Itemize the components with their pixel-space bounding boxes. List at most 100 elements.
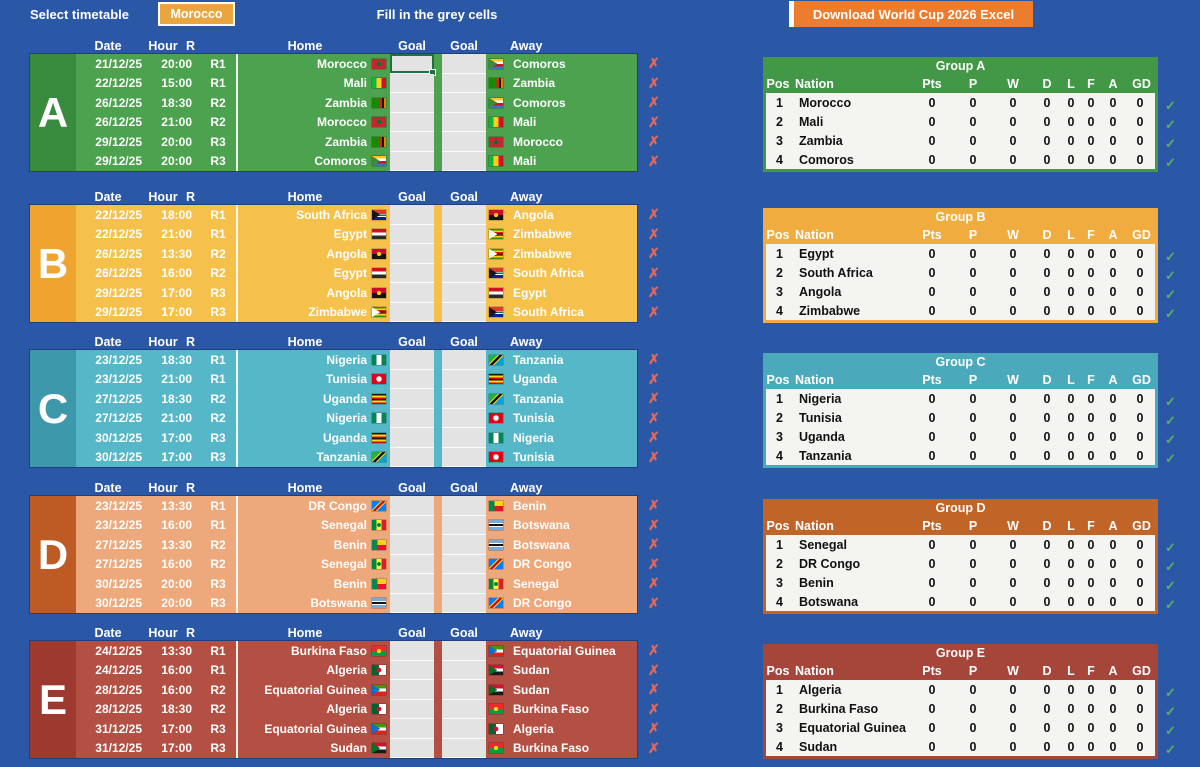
cross-icon: ✗ bbox=[648, 555, 660, 572]
download-excel-button[interactable]: Download World Cup 2026 Excel bbox=[794, 1, 1033, 27]
standings-gd: 0 bbox=[1136, 537, 1144, 552]
home-goal-input-cell[interactable] bbox=[390, 224, 434, 244]
home-goal-input-cell[interactable] bbox=[390, 641, 434, 661]
fixture-home-team: Senegal bbox=[320, 518, 367, 533]
home-goal-input-cell[interactable] bbox=[390, 132, 434, 152]
away-goal-input-cell[interactable] bbox=[442, 554, 486, 574]
home-goal-input-cell[interactable] bbox=[390, 54, 436, 75]
away-goal-input-cell[interactable] bbox=[442, 574, 486, 594]
fixture-date: 28/12/25 bbox=[95, 682, 142, 697]
check-icon: ✓ bbox=[1165, 97, 1176, 113]
standings-gd: 0 bbox=[1136, 682, 1144, 697]
check-icon: ✓ bbox=[1165, 286, 1176, 302]
fixture-round: R1 bbox=[210, 352, 226, 367]
standings-gd: 0 bbox=[1136, 152, 1144, 167]
away-goal-input-cell[interactable] bbox=[442, 73, 486, 93]
away-goal-input-cell[interactable] bbox=[442, 447, 486, 467]
home-goal-input-cell[interactable] bbox=[390, 515, 434, 535]
away-goal-input-cell[interactable] bbox=[442, 515, 486, 535]
away-goal-input-cell[interactable] bbox=[442, 112, 486, 132]
home-goal-input-cell[interactable] bbox=[390, 263, 434, 283]
away-goal-input-cell[interactable] bbox=[442, 54, 486, 74]
home-goal-input-cell[interactable] bbox=[390, 408, 434, 428]
home-goal-input-cell[interactable] bbox=[390, 593, 434, 613]
home-goal-input-cell[interactable] bbox=[390, 719, 434, 739]
away-goal-input-cell[interactable] bbox=[442, 132, 486, 152]
fixture-row: 30/12/25 20:00 R3 Botswana DR Congo bbox=[76, 593, 637, 613]
away-goal-input-cell[interactable] bbox=[442, 496, 486, 516]
away-goal-input-cell[interactable] bbox=[442, 535, 486, 555]
goal-away-column-header: Goal bbox=[450, 39, 478, 53]
home-goal-input-cell[interactable] bbox=[390, 428, 434, 448]
away-goal-input-cell[interactable] bbox=[442, 283, 486, 303]
home-goal-input-cell[interactable] bbox=[390, 554, 434, 574]
away-goal-input-cell[interactable] bbox=[442, 151, 486, 171]
away-goal-input-cell[interactable] bbox=[442, 738, 486, 758]
home-goal-input-cell[interactable] bbox=[390, 302, 434, 322]
standings-header-row: Pos Nation Pts P W D L F A GD bbox=[763, 662, 1158, 680]
fixture-home-cell: DR Congo bbox=[236, 496, 390, 516]
fixture-row: 27/12/25 16:00 R2 Senegal DR Congo bbox=[76, 554, 637, 574]
away-goal-input-cell[interactable] bbox=[442, 350, 486, 370]
standings-gd: 0 bbox=[1136, 429, 1144, 444]
fixture-home-team: Comoros bbox=[314, 154, 367, 169]
home-goal-input-cell[interactable] bbox=[390, 73, 434, 93]
standings-nation: DR Congo bbox=[799, 556, 861, 571]
home-goal-input-cell[interactable] bbox=[390, 699, 434, 719]
away-goal-input-cell[interactable] bbox=[442, 389, 486, 409]
away-goal-input-cell[interactable] bbox=[442, 660, 486, 680]
home-goal-input-cell[interactable] bbox=[390, 93, 434, 113]
standings-won: 0 bbox=[1009, 303, 1017, 318]
away-goal-input-cell[interactable] bbox=[442, 641, 486, 661]
home-goal-input-cell[interactable] bbox=[390, 350, 434, 370]
for-column-header: F bbox=[1087, 519, 1095, 533]
timetable-select-button[interactable]: Morocco bbox=[158, 2, 235, 26]
standings-row: 3 Zambia 0 0 0 0 0 0 0 0 bbox=[766, 131, 1155, 150]
away-goal-input-cell[interactable] bbox=[442, 428, 486, 448]
away-goal-input-cell[interactable] bbox=[442, 369, 486, 389]
home-goal-input-cell[interactable] bbox=[390, 574, 434, 594]
away-goal-input-cell[interactable] bbox=[442, 719, 486, 739]
flag-senegal-icon bbox=[489, 578, 503, 589]
home-goal-input-cell[interactable] bbox=[390, 205, 434, 225]
cross-icon: ✗ bbox=[648, 594, 660, 611]
home-goal-input-cell[interactable] bbox=[390, 369, 434, 389]
standings-for: 0 bbox=[1087, 265, 1095, 280]
home-goal-input-cell[interactable] bbox=[390, 112, 434, 132]
against-column-header: A bbox=[1108, 77, 1118, 91]
away-goal-input-cell[interactable] bbox=[442, 302, 486, 322]
fixture-round: R1 bbox=[210, 518, 226, 533]
away-goal-input-cell[interactable] bbox=[442, 224, 486, 244]
fixture-home-team: Egypt bbox=[333, 266, 367, 281]
away-goal-input-cell[interactable] bbox=[442, 699, 486, 719]
away-goal-input-cell[interactable] bbox=[442, 408, 486, 428]
standings-pos: 2 bbox=[776, 556, 783, 571]
home-goal-input-cell[interactable] bbox=[390, 680, 434, 700]
home-goal-input-cell[interactable] bbox=[390, 738, 434, 758]
home-goal-input-cell[interactable] bbox=[390, 660, 434, 680]
away-goal-input-cell[interactable] bbox=[442, 593, 486, 613]
fixture-hour: 17:00 bbox=[161, 721, 192, 736]
away-goal-input-cell[interactable] bbox=[442, 680, 486, 700]
away-goal-input-cell[interactable] bbox=[442, 244, 486, 264]
away-goal-input-cell[interactable] bbox=[442, 93, 486, 113]
home-goal-input-cell[interactable] bbox=[390, 447, 434, 467]
standings-pos: 4 bbox=[776, 303, 783, 318]
home-goal-input-cell[interactable] bbox=[390, 389, 434, 409]
flag-equatorial-guinea-icon bbox=[489, 645, 503, 656]
home-goal-input-cell[interactable] bbox=[390, 496, 434, 516]
home-goal-input-cell[interactable] bbox=[390, 151, 434, 171]
away-goal-input-cell[interactable] bbox=[442, 263, 486, 283]
flag-comoros-icon bbox=[489, 97, 503, 108]
standings-gd: 0 bbox=[1136, 720, 1144, 735]
flag-morocco-icon bbox=[372, 58, 386, 69]
standings-played: 0 bbox=[969, 265, 977, 280]
home-goal-input-cell[interactable] bbox=[390, 244, 434, 264]
gd-column-header: GD bbox=[1132, 373, 1151, 387]
home-goal-input-cell[interactable] bbox=[390, 283, 434, 303]
fixtures-table: D 23/12/25 13:30 R1 DR Congo Benin 23/12… bbox=[29, 495, 638, 614]
home-goal-input-cell[interactable] bbox=[390, 535, 434, 555]
standings-won: 0 bbox=[1009, 95, 1017, 110]
standings-played: 0 bbox=[969, 575, 977, 590]
away-goal-input-cell[interactable] bbox=[442, 205, 486, 225]
